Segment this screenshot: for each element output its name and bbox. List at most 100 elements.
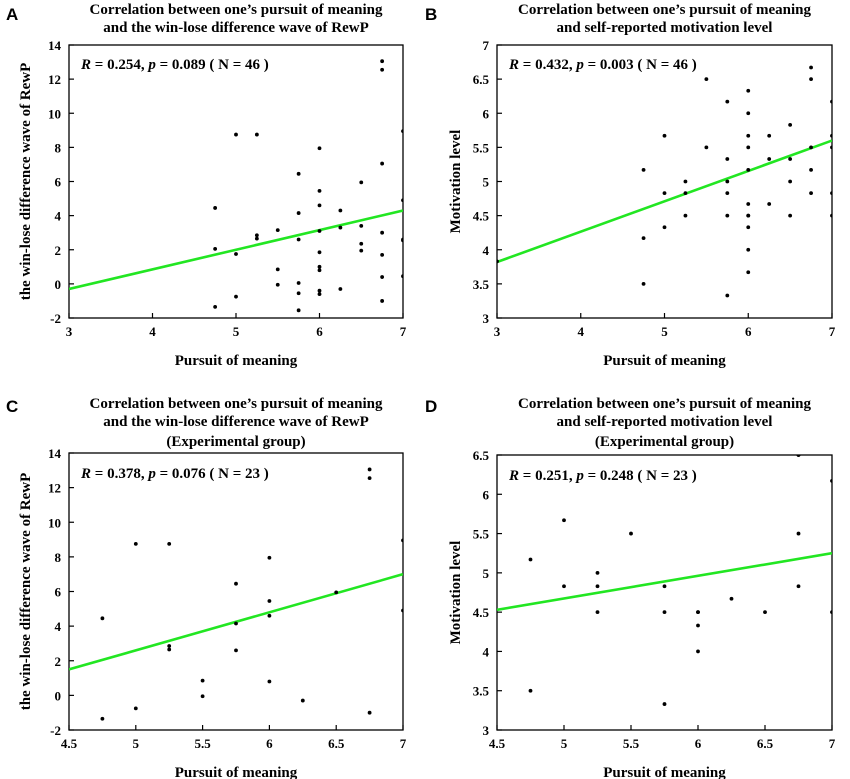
chart-title-line: (Experimental group) <box>595 434 734 450</box>
y-tick-label: 4.5 <box>473 605 490 620</box>
scatter-point <box>809 145 813 150</box>
scatter-point <box>234 648 238 653</box>
y-tick-label: 12 <box>48 481 61 496</box>
scatter-point <box>267 613 272 618</box>
x-tick-label: 5 <box>133 736 140 751</box>
y-tick-label: 2 <box>55 654 62 669</box>
scatter-point <box>267 679 272 684</box>
scatter-point <box>296 308 301 313</box>
scatter-point <box>595 584 600 589</box>
y-tick-label: 6 <box>483 106 490 121</box>
chart-title-line: and the win-lose difference wave of RewP <box>103 20 369 36</box>
y-axis-label: the win-lose difference wave of RewP <box>18 63 34 301</box>
scatter-point <box>359 180 364 185</box>
scatter-point <box>275 282 280 287</box>
scatter-point <box>683 213 688 218</box>
scatter-point <box>725 157 730 161</box>
scatter-point <box>317 146 322 151</box>
scatter-point <box>167 644 172 648</box>
y-tick-label: -2 <box>50 311 61 326</box>
scatter-point <box>641 281 646 286</box>
scatter-point <box>830 213 832 218</box>
scatter-point <box>296 237 301 242</box>
chart-title-line: Correlation between one’s pursuit of mea… <box>518 396 811 412</box>
chart-panel-c: C Correlation between one’s pursuit of me… <box>6 396 407 779</box>
chart-panel-b: B Correlation between one’s pursuit of me… <box>425 2 836 369</box>
scatter-point <box>746 213 751 218</box>
y-tick-label: 6 <box>483 487 490 502</box>
stat-annotation: R = 0.254, p = 0.089 ( N = 46 ) <box>80 57 269 73</box>
x-tick-label: 5 <box>561 736 568 751</box>
y-axis-label: Motivation level <box>448 130 464 234</box>
scatter-point <box>338 208 343 213</box>
x-axis-label: Pursuit of meaning <box>175 353 298 369</box>
stat-annotation: R = 0.432, p = 0.003 ( N = 46 ) <box>508 57 697 73</box>
scatter-point <box>275 228 280 233</box>
scatter-point <box>763 610 767 615</box>
y-tick-label: 7 <box>483 38 490 53</box>
x-tick-label: 6 <box>266 736 273 751</box>
scatter-point <box>317 268 322 273</box>
scatter-point <box>234 621 238 626</box>
scatter-point <box>788 122 793 127</box>
panel-letter: C <box>6 397 18 416</box>
y-tick-label: 4 <box>55 619 62 634</box>
y-axis-label: the win-lose difference wave of RewP <box>18 473 34 711</box>
panel-letter: B <box>425 5 437 24</box>
x-tick-label: 6.5 <box>757 736 774 751</box>
scatter-point <box>359 223 364 228</box>
chart-title-line: Correlation between one’s pursuit of mea… <box>518 2 811 18</box>
scatter-point <box>296 281 301 285</box>
x-tick-label: 5 <box>661 324 668 339</box>
x-tick-label: 7 <box>829 736 836 751</box>
x-tick-label: 6 <box>745 324 752 339</box>
scatter-point <box>696 610 700 615</box>
scatter-point <box>100 716 105 721</box>
regression-line <box>69 209 403 291</box>
scatter-point <box>704 145 709 150</box>
scatter-point <box>767 133 772 138</box>
scatter-point <box>662 133 667 138</box>
plot-frame <box>496 44 833 319</box>
x-tick-label: 4.5 <box>61 736 78 751</box>
data-layer <box>497 65 832 298</box>
x-tick-label: 7 <box>400 324 407 339</box>
scatter-point <box>830 479 832 483</box>
scatter-point <box>562 584 566 589</box>
scatter-point <box>662 702 667 706</box>
scatter-point <box>367 467 372 472</box>
scatter-point <box>796 584 801 589</box>
scatter-point <box>338 287 343 291</box>
x-tick-label: 5.5 <box>623 736 640 751</box>
scatter-point <box>200 694 205 699</box>
scatter-point <box>380 59 385 64</box>
scatter-point <box>213 305 218 309</box>
scatter-point <box>497 259 499 264</box>
scatter-point <box>746 167 751 172</box>
stat-annotation: R = 0.378, p = 0.076 ( N = 23 ) <box>80 466 269 482</box>
chart-panel-d: D Correlation between one’s pursuit of me… <box>425 396 836 779</box>
y-tick-label: 6 <box>55 175 62 190</box>
scatter-point <box>830 133 832 138</box>
scatter-point <box>167 647 172 652</box>
scatter-point <box>317 292 322 297</box>
scatter-point <box>746 202 751 206</box>
scatter-point <box>725 213 730 218</box>
scatter-point <box>595 610 600 615</box>
scatter-point <box>641 236 646 241</box>
panel-letter: A <box>6 5 18 24</box>
y-tick-label: 14 <box>48 446 62 461</box>
scatter-point <box>662 610 667 615</box>
scatter-point <box>380 299 385 303</box>
data-layer <box>69 59 403 313</box>
y-tick-label: 5.5 <box>473 140 490 155</box>
scatter-point <box>367 710 372 715</box>
scatter-point <box>729 596 734 601</box>
scatter-point <box>234 294 238 299</box>
scatter-point <box>401 538 403 543</box>
scatter-point <box>380 230 385 235</box>
scatter-point <box>696 649 700 654</box>
scatter-point <box>746 247 751 252</box>
scatter-point <box>300 698 305 703</box>
chart-panel-a: A Correlation between one’s pursuit of me… <box>6 2 407 369</box>
